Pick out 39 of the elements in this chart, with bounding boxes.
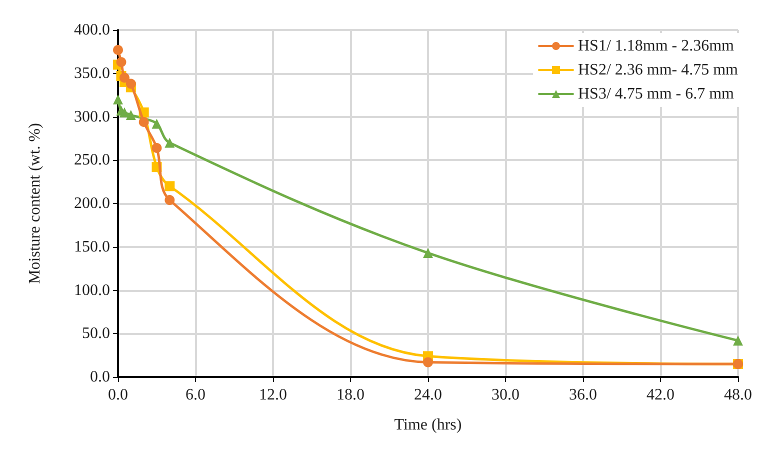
point <box>423 248 433 258</box>
y-tick-label: 100.0 <box>74 282 110 299</box>
y-tick-label: 200.0 <box>74 195 110 212</box>
y-tick-label: 50.0 <box>82 325 110 342</box>
point <box>164 195 175 206</box>
x-axis-title: Time (hrs) <box>394 416 462 434</box>
point <box>116 57 126 68</box>
point <box>119 107 130 118</box>
point <box>113 44 123 55</box>
y-tick-label: 150.0 <box>74 238 110 256</box>
y-tick-label: 0.0 <box>90 368 110 386</box>
point <box>152 118 162 129</box>
point <box>119 72 130 83</box>
x-tick-label: 0.0 <box>108 386 128 404</box>
point <box>152 142 162 153</box>
y-tick-label: 250.0 <box>74 152 110 169</box>
legend-label: HS1/ 1.18mm - 2.36mm <box>578 38 735 54</box>
y-tick-label: 300.0 <box>74 108 110 126</box>
x-tick-label: 12.0 <box>259 386 287 404</box>
y-tick-label: 350.0 <box>74 64 110 82</box>
point <box>126 110 136 120</box>
point <box>164 181 175 192</box>
point <box>423 357 433 368</box>
x-tick-label: 36.0 <box>569 386 597 404</box>
point <box>164 138 175 148</box>
legend-label: HS3/ 4.75 mm - 6.7 mm <box>578 86 735 102</box>
point <box>126 78 136 89</box>
x-tick-label: 24.0 <box>414 386 442 404</box>
point <box>113 94 123 104</box>
x-tick-label: 30.0 <box>492 386 520 404</box>
x-tick-label: 6.0 <box>186 386 206 404</box>
y-tick-label: 400.0 <box>74 22 110 38</box>
x-tick-label: 48.0 <box>724 386 752 404</box>
y-axis-title: Moisture content (wt. %) <box>26 123 44 284</box>
legend-label: HS2/ 2.36 mm- 4.75 mm <box>578 62 739 78</box>
x-tick-label: 42.0 <box>646 386 674 404</box>
point <box>733 336 743 346</box>
x-tick-label: 18.0 <box>336 386 364 404</box>
point <box>138 116 149 127</box>
